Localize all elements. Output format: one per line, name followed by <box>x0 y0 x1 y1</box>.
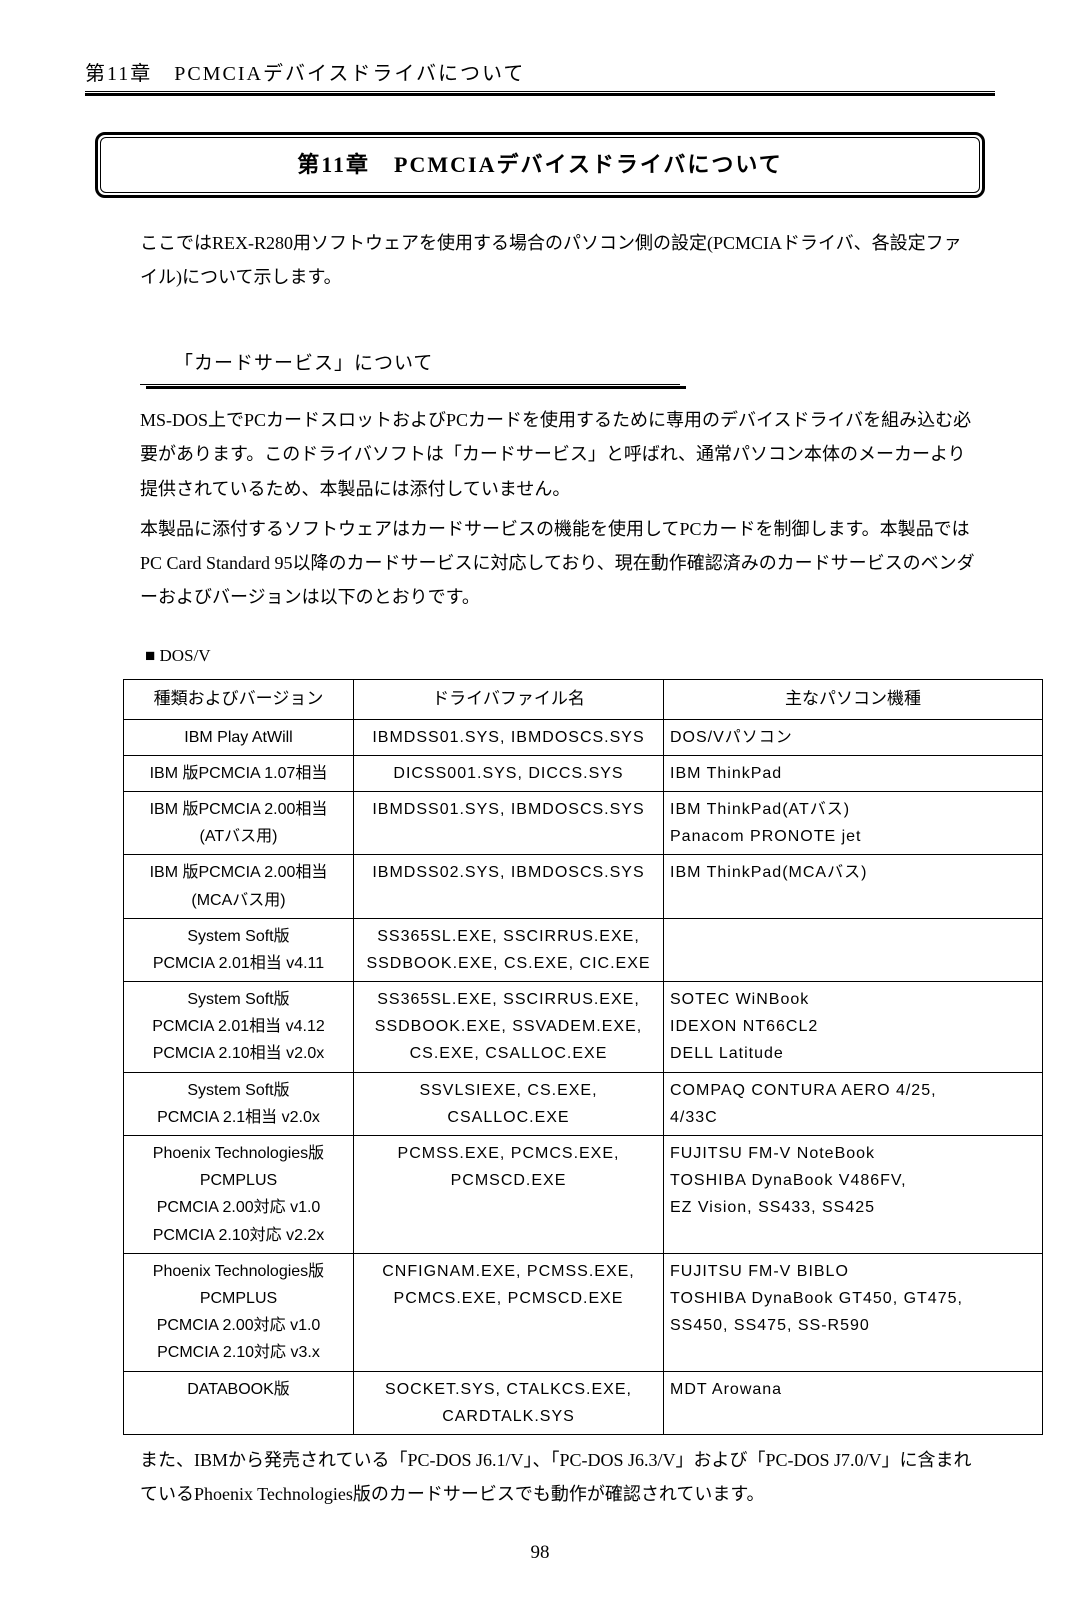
table-row: Phoenix Technologies版PCMPLUSPCMCIA 2.00対… <box>124 1136 1043 1254</box>
cell-pc: IBM ThinkPad(MCAバス) <box>664 855 1043 918</box>
page-header-text: 第11章 PCMCIAデバイスドライバについて <box>85 63 525 85</box>
cell-type: System Soft版PCMCIA 2.01相当 v4.12PCMCIA 2.… <box>124 982 354 1073</box>
cell-driver: SS365SL.EXE, SSCIRRUS.EXE,SSDBOOK.EXE, S… <box>354 982 664 1073</box>
cell-pc: IBM ThinkPad(ATバス)Panacom PRONOTE jet <box>664 791 1043 854</box>
cell-type: DATABOOK版 <box>124 1371 354 1434</box>
cell-type: System Soft版PCMCIA 2.1相当 v2.0x <box>124 1072 354 1135</box>
section-heading-shadow <box>146 386 686 389</box>
cell-type: Phoenix Technologies版PCMPLUSPCMCIA 2.00対… <box>124 1136 354 1254</box>
cell-pc: FUJITSU FM-V BIBLOTOSHIBA DynaBook GT450… <box>664 1253 1043 1371</box>
table-row: System Soft版PCMCIA 2.01相当 v4.12PCMCIA 2.… <box>124 982 1043 1073</box>
body-paragraph-2: 本製品に添付するソフトウェアはカードサービスの機能を使用してPCカードを制御しま… <box>140 512 975 615</box>
table-row: IBM 版PCMCIA 1.07相当DICSS001.SYS, DICCS.SY… <box>124 755 1043 791</box>
col-header-driver: ドライバファイル名 <box>354 679 664 719</box>
chapter-title-box: 第11章 PCMCIAデバイスドライバについて <box>95 132 985 198</box>
body-paragraph-1: MS-DOS上でPCカードスロットおよびPCカードを使用するために専用のデバイス… <box>140 403 975 506</box>
header-underline <box>85 91 995 96</box>
cell-type: Phoenix Technologies版PCMPLUSPCMCIA 2.00対… <box>124 1253 354 1371</box>
section-heading-text: 「カードサービス」について <box>140 342 680 385</box>
chapter-title: 第11章 PCMCIAデバイスドライバについて <box>100 137 980 193</box>
cell-pc: FUJITSU FM-V NoteBookTOSHIBA DynaBook V4… <box>664 1136 1043 1254</box>
cell-type: System Soft版PCMCIA 2.01相当 v4.11 <box>124 918 354 981</box>
cell-pc: COMPAQ CONTURA AERO 4/25,4/33C <box>664 1072 1043 1135</box>
col-header-pc: 主なパソコン機種 <box>664 679 1043 719</box>
card-service-table: 種類およびバージョン ドライバファイル名 主なパソコン機種 IBM Play A… <box>123 679 1043 1435</box>
table-row: System Soft版PCMCIA 2.01相当 v4.11SS365SL.E… <box>124 918 1043 981</box>
table-row: System Soft版PCMCIA 2.1相当 v2.0xSSVLSIEXE,… <box>124 1072 1043 1135</box>
table-label: ■ DOS/V <box>145 640 995 672</box>
table-header-row: 種類およびバージョン ドライバファイル名 主なパソコン機種 <box>124 679 1043 719</box>
table-row: DATABOOK版SOCKET.SYS, CTALKCS.EXE,CARDTAL… <box>124 1371 1043 1434</box>
cell-driver: CNFIGNAM.EXE, PCMSS.EXE,PCMCS.EXE, PCMSC… <box>354 1253 664 1371</box>
cell-driver: SSVLSIEXE, CS.EXE,CSALLOC.EXE <box>354 1072 664 1135</box>
cell-pc: DOS/Vパソコン <box>664 719 1043 755</box>
cell-type: IBM 版PCMCIA 2.00相当(ATバス用) <box>124 791 354 854</box>
cell-pc: IBM ThinkPad <box>664 755 1043 791</box>
cell-driver: SS365SL.EXE, SSCIRRUS.EXE,SSDBOOK.EXE, C… <box>354 918 664 981</box>
cell-driver: IBMDSS01.SYS, IBMDOSCS.SYS <box>354 791 664 854</box>
cell-driver: IBMDSS02.SYS, IBMDOSCS.SYS <box>354 855 664 918</box>
cell-driver: DICSS001.SYS, DICCS.SYS <box>354 755 664 791</box>
cell-type: IBM 版PCMCIA 1.07相当 <box>124 755 354 791</box>
footnote-paragraph: また、IBMから発売されている「PC-DOS J6.1/V」、「PC-DOS J… <box>140 1443 975 1511</box>
page-number: 98 <box>85 1535 995 1571</box>
section-heading: 「カードサービス」について <box>140 342 680 389</box>
cell-driver: IBMDSS01.SYS, IBMDOSCS.SYS <box>354 719 664 755</box>
intro-paragraph: ここではREX-R280用ソフトウェアを使用する場合のパソコン側の設定(PCMC… <box>140 226 975 294</box>
page-header: 第11章 PCMCIAデバイスドライバについて <box>85 55 995 100</box>
table-row: Phoenix Technologies版PCMPLUSPCMCIA 2.00対… <box>124 1253 1043 1371</box>
cell-type: IBM Play AtWill <box>124 719 354 755</box>
cell-driver: SOCKET.SYS, CTALKCS.EXE,CARDTALK.SYS <box>354 1371 664 1434</box>
cell-pc <box>664 918 1043 981</box>
cell-pc: SOTEC WiNBookIDEXON NT66CL2DELL Latitude <box>664 982 1043 1073</box>
table-row: IBM 版PCMCIA 2.00相当(MCAバス用)IBMDSS02.SYS, … <box>124 855 1043 918</box>
table-row: IBM Play AtWillIBMDSS01.SYS, IBMDOSCS.SY… <box>124 719 1043 755</box>
cell-type: IBM 版PCMCIA 2.00相当(MCAバス用) <box>124 855 354 918</box>
table-row: IBM 版PCMCIA 2.00相当(ATバス用)IBMDSS01.SYS, I… <box>124 791 1043 854</box>
col-header-type: 種類およびバージョン <box>124 679 354 719</box>
cell-pc: MDT Arowana <box>664 1371 1043 1434</box>
cell-driver: PCMSS.EXE, PCMCS.EXE,PCMSCD.EXE <box>354 1136 664 1254</box>
